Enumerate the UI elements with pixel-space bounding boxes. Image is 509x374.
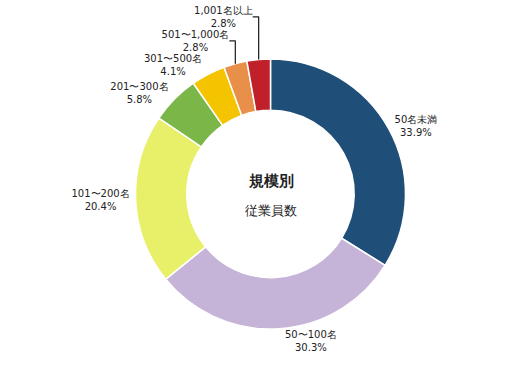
- svg-text:201〜300名5.8%: 201〜300名5.8%: [110, 81, 168, 105]
- svg-text:50名未満33.9%: 50名未満33.9%: [395, 114, 438, 138]
- svg-text:規模別: 規模別: [248, 172, 294, 190]
- svg-text:1,001名以上2.8%: 1,001名以上2.8%: [194, 5, 253, 29]
- svg-text:50〜100名30.3%: 50〜100名30.3%: [285, 329, 337, 353]
- svg-text:従業員数: 従業員数: [245, 203, 297, 218]
- svg-text:301〜500名4.1%: 301〜500名4.1%: [144, 53, 202, 77]
- svg-text:501〜1,000名2.8%: 501〜1,000名2.8%: [162, 29, 230, 53]
- svg-text:101〜200名20.4%: 101〜200名20.4%: [71, 188, 129, 212]
